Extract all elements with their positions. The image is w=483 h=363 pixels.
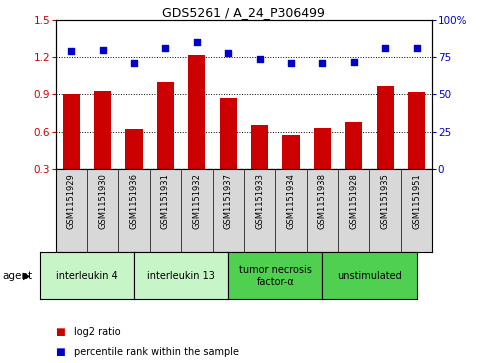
Text: interleukin 13: interleukin 13	[147, 271, 215, 281]
Point	[412, 45, 420, 51]
Text: agent: agent	[2, 271, 32, 281]
Bar	[94, 91, 111, 169]
Bar	[283, 135, 299, 169]
Bar	[314, 128, 331, 169]
Title: GDS5261 / A_24_P306499: GDS5261 / A_24_P306499	[162, 6, 326, 19]
Bar	[126, 129, 142, 169]
Point	[382, 45, 389, 51]
Text: GSM1151951: GSM1151951	[412, 173, 421, 229]
Text: GSM1151930: GSM1151930	[98, 173, 107, 229]
Text: interleukin 4: interleukin 4	[56, 271, 118, 281]
Text: log2 ratio: log2 ratio	[74, 327, 121, 337]
Bar	[408, 92, 425, 169]
Text: ■: ■	[56, 347, 65, 357]
Text: GSM1151931: GSM1151931	[161, 173, 170, 229]
Text: GSM1151936: GSM1151936	[129, 173, 139, 229]
Point	[287, 60, 295, 66]
Point	[161, 45, 170, 51]
Bar	[220, 98, 237, 169]
Bar	[345, 122, 362, 169]
Point	[319, 60, 327, 66]
Text: ■: ■	[56, 327, 65, 337]
Point	[130, 60, 138, 66]
Text: GSM1151938: GSM1151938	[318, 173, 327, 229]
Text: ▶: ▶	[23, 271, 31, 281]
Text: unstimulated: unstimulated	[337, 271, 402, 281]
Text: percentile rank within the sample: percentile rank within the sample	[74, 347, 239, 357]
Bar	[377, 86, 394, 169]
Text: GSM1151933: GSM1151933	[255, 173, 264, 229]
Text: GSM1151935: GSM1151935	[381, 173, 390, 229]
Point	[193, 39, 201, 45]
Point	[99, 47, 107, 53]
Bar	[157, 82, 174, 169]
Bar	[188, 55, 205, 169]
Text: GSM1151928: GSM1151928	[349, 173, 358, 229]
Text: GSM1151929: GSM1151929	[67, 173, 76, 229]
Point	[256, 56, 264, 62]
Bar	[63, 94, 80, 169]
Text: GSM1151932: GSM1151932	[192, 173, 201, 229]
Point	[68, 48, 75, 54]
Point	[350, 59, 357, 65]
Text: GSM1151934: GSM1151934	[286, 173, 296, 229]
Bar	[251, 125, 268, 169]
Text: tumor necrosis
factor-α: tumor necrosis factor-α	[239, 265, 312, 287]
Text: GSM1151937: GSM1151937	[224, 173, 233, 229]
Point	[224, 50, 232, 56]
